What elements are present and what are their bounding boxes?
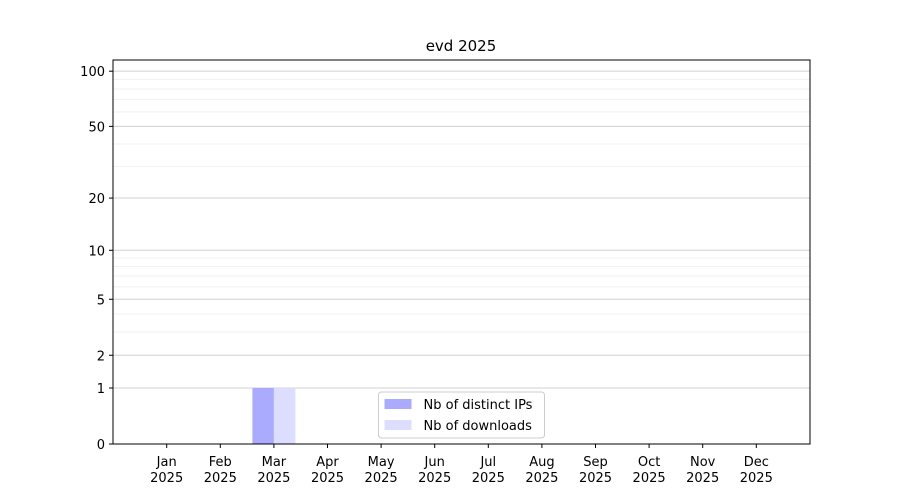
x-tick-label: Apr 2025 bbox=[311, 455, 344, 486]
legend-box bbox=[378, 391, 545, 439]
y-tick-label: 2 bbox=[97, 349, 105, 364]
x-tick-label: Jun 2025 bbox=[418, 455, 451, 486]
x-tick-label: Nov 2025 bbox=[686, 455, 719, 486]
x-tick-label-line: 2025 bbox=[740, 471, 773, 486]
x-tick-label: Jan 2025 bbox=[150, 455, 183, 486]
y-tick-label: 20 bbox=[88, 192, 105, 207]
x-tick-label-line: Aug bbox=[529, 455, 554, 470]
x-tick-label-line: 2025 bbox=[418, 471, 451, 486]
bar bbox=[252, 388, 274, 444]
x-tick-label-line: Dec bbox=[744, 455, 769, 470]
x-tick-label-line: Oct bbox=[638, 455, 660, 470]
y-tick-label: 100 bbox=[80, 65, 105, 80]
x-tick-label-line: 2025 bbox=[257, 471, 290, 486]
x-tick-label-line: 2025 bbox=[686, 471, 719, 486]
x-tick-label: Mar 2025 bbox=[257, 455, 290, 486]
plot-area bbox=[252, 388, 296, 444]
legend-swatch bbox=[384, 420, 412, 430]
x-tick-label-line: 2025 bbox=[150, 471, 183, 486]
x-tick-label-line: 2025 bbox=[472, 471, 505, 486]
chart-title: evd 2025 bbox=[426, 37, 497, 55]
x-tick-label-line: Sep bbox=[583, 455, 608, 470]
legend-swatch bbox=[384, 399, 412, 409]
y-tick-label: 1 bbox=[97, 382, 105, 397]
x-tick-label-line: Jul bbox=[479, 455, 496, 470]
x-tick-label-line: Nov bbox=[690, 455, 716, 470]
legend-label: Nb of distinct IPs bbox=[424, 398, 533, 413]
x-tick-label-line: Feb bbox=[209, 455, 232, 470]
x-tick-label: Oct 2025 bbox=[633, 455, 666, 486]
x-tick-label: Jul 2025 bbox=[472, 455, 505, 486]
x-tick-label-line: 2025 bbox=[311, 471, 344, 486]
x-tick-label: Sep 2025 bbox=[579, 455, 612, 486]
x-tick-label-line: May bbox=[368, 455, 395, 470]
x-tick-label-line: 2025 bbox=[633, 471, 666, 486]
legend-label: Nb of downloads bbox=[424, 419, 533, 434]
x-tick-label-line: Mar bbox=[262, 455, 287, 470]
y-tick-label: 5 bbox=[97, 293, 105, 308]
x-tick-label-line: 2025 bbox=[525, 471, 558, 486]
x-tick-label-line: Apr bbox=[316, 455, 339, 470]
y-tick-label: 50 bbox=[88, 120, 105, 135]
y-tick-label: 0 bbox=[97, 438, 105, 453]
x-tick-label-line: 2025 bbox=[579, 471, 612, 486]
x-tick-label: Feb 2025 bbox=[204, 455, 237, 486]
legend: Nb of distinct IPs Nb of downloads bbox=[378, 391, 545, 439]
x-tick-label: Aug 2025 bbox=[525, 455, 558, 486]
x-tick-label: May 2025 bbox=[365, 455, 398, 486]
x-tick-label-line: Jan bbox=[156, 455, 177, 470]
bar bbox=[273, 388, 296, 444]
x-tick-label: Dec 2025 bbox=[740, 455, 773, 486]
y-tick-label: 10 bbox=[88, 244, 105, 259]
axes-frame bbox=[112, 59, 811, 445]
x-tick-label-line: Jun bbox=[424, 455, 445, 470]
x-tick-label-line: 2025 bbox=[204, 471, 237, 486]
x-tick-label-line: 2025 bbox=[365, 471, 398, 486]
